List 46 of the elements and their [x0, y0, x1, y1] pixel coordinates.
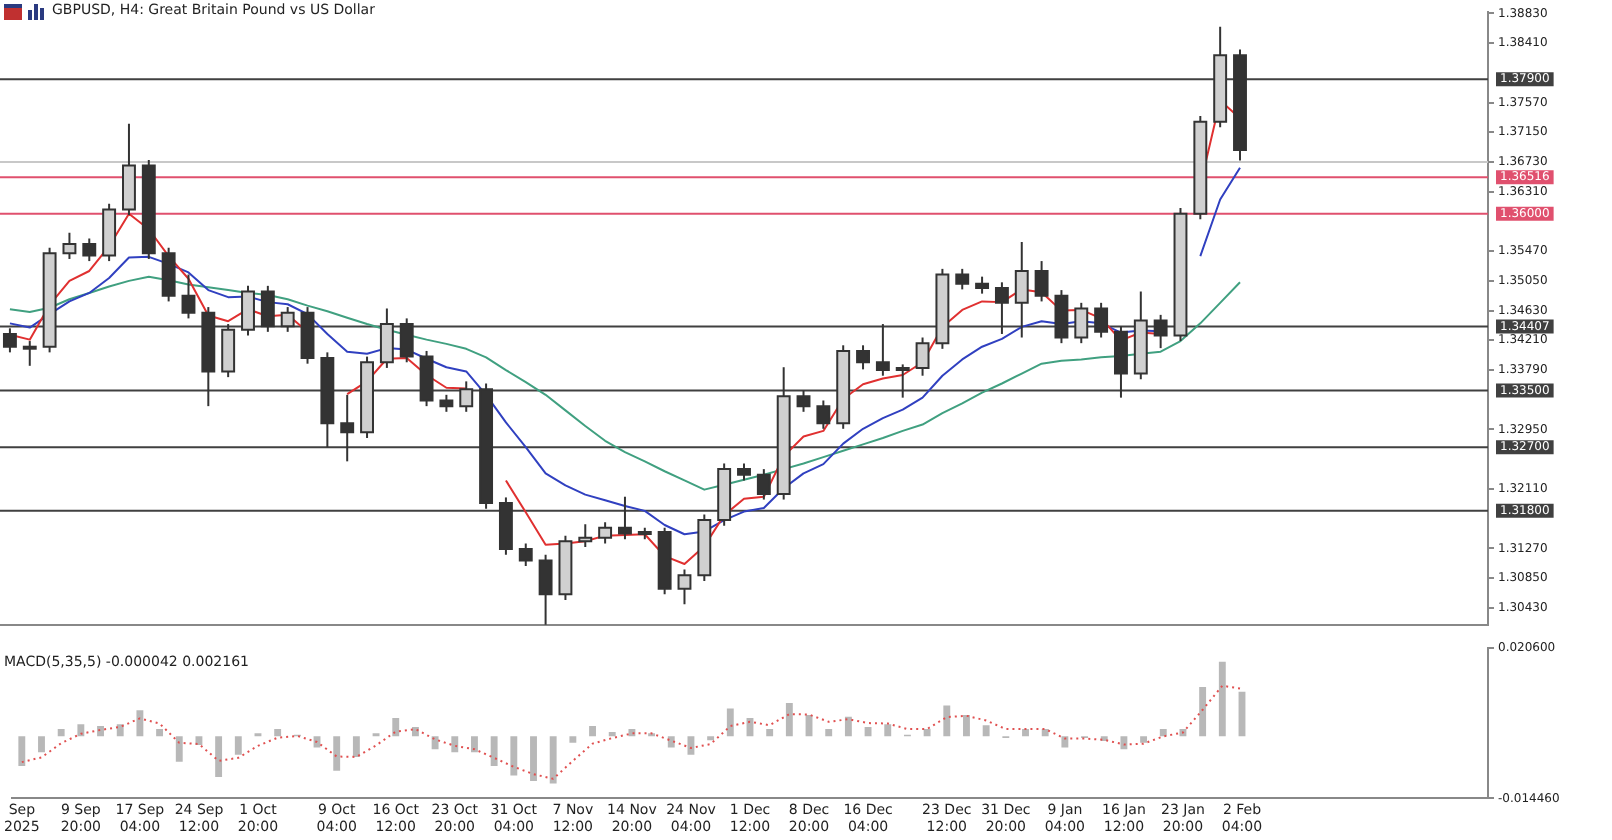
bar	[864, 726, 872, 737]
bar	[136, 710, 144, 737]
bar	[1120, 736, 1128, 750]
bar	[1022, 729, 1029, 737]
bar	[726, 708, 734, 737]
bar	[1041, 729, 1049, 737]
bar	[766, 729, 774, 737]
bar	[589, 726, 596, 737]
bar	[1061, 736, 1069, 748]
bar	[490, 736, 498, 766]
bar	[471, 736, 478, 753]
bar	[234, 736, 242, 755]
bar	[451, 736, 459, 753]
bar	[549, 736, 557, 784]
bar	[844, 716, 852, 737]
bar	[667, 736, 675, 748]
bar	[1218, 661, 1226, 737]
bar	[215, 736, 223, 778]
bar	[195, 736, 203, 745]
bar	[884, 724, 892, 737]
bar	[97, 726, 104, 737]
bar	[18, 736, 26, 766]
bar	[530, 736, 537, 781]
bar	[943, 705, 951, 737]
line-series	[20, 684, 1243, 780]
bar	[431, 736, 439, 750]
bar	[510, 736, 518, 776]
bar	[274, 729, 282, 737]
bar	[963, 714, 970, 737]
bar	[1199, 687, 1207, 737]
bar	[77, 724, 85, 737]
bar	[333, 736, 341, 771]
bar	[1140, 736, 1148, 743]
bar	[923, 729, 931, 737]
bar	[175, 736, 183, 762]
bar	[1159, 729, 1167, 737]
bar	[116, 724, 124, 737]
bar	[569, 736, 577, 743]
bar	[352, 736, 360, 757]
bar	[392, 717, 400, 737]
bar	[38, 736, 45, 753]
bar	[982, 725, 990, 737]
bar	[785, 702, 793, 737]
bar	[825, 729, 833, 737]
bar	[156, 729, 164, 737]
bar	[57, 729, 65, 737]
